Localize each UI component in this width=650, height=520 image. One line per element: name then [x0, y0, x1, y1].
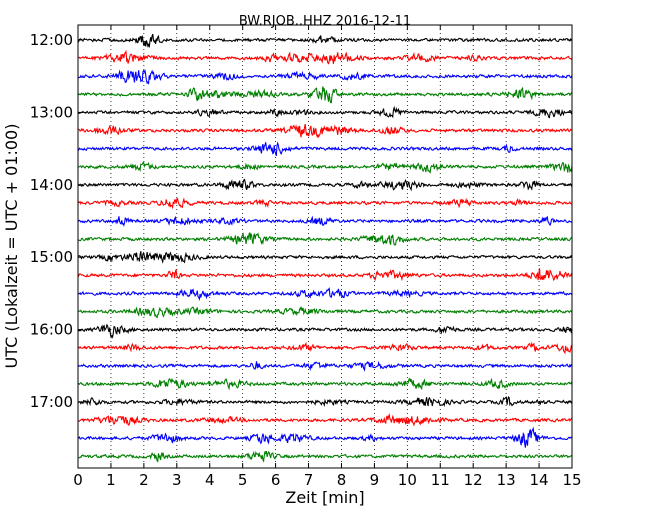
trace-line	[77, 450, 573, 463]
y-tick-label: 17:00	[30, 393, 73, 411]
trace-line	[77, 178, 573, 192]
trace-line	[77, 251, 573, 264]
trace-line	[77, 360, 573, 372]
x-tick-label: 11	[431, 471, 450, 489]
trace-line	[77, 197, 573, 210]
trace-line	[77, 123, 573, 139]
x-tick-label: 7	[304, 471, 314, 489]
x-tick-label: 5	[238, 471, 248, 489]
traces	[77, 33, 573, 463]
trace-line	[77, 69, 573, 85]
y-ticks: 12:00 13:00 14:00 15:00 16:00 17:00	[30, 31, 572, 411]
trace-line	[77, 323, 573, 339]
trace-line	[77, 33, 573, 48]
y-axis-label: UTC (Lokalzeit = UTC + 01:00)	[2, 124, 21, 369]
x-tick-label: 15	[562, 471, 581, 489]
trace-line	[77, 215, 573, 227]
x-tick-label: 1	[106, 471, 116, 489]
trace-line	[77, 268, 573, 282]
trace-line	[77, 160, 573, 174]
x-tick-label: 9	[370, 471, 380, 489]
x-tick-label: 6	[271, 471, 281, 489]
x-tick-label: 14	[530, 471, 549, 489]
x-tick-label: 10	[398, 471, 417, 489]
trace-line	[77, 306, 573, 319]
y-tick-label: 13:00	[30, 103, 73, 121]
x-tick-label: 12	[464, 471, 483, 489]
trace-line	[77, 413, 573, 427]
trace-line	[77, 287, 573, 301]
trace-line	[77, 395, 573, 407]
trace-line	[77, 86, 573, 104]
trace-line	[77, 426, 573, 448]
plot-frame	[77, 24, 573, 469]
x-tick-label: 13	[497, 471, 516, 489]
x-tick-label: 3	[172, 471, 182, 489]
chart-title: BW.RJOB..HHZ 2016-12-11	[239, 14, 411, 29]
trace-line	[77, 141, 573, 157]
x-tick-label: 2	[139, 471, 149, 489]
x-axis-label: Zeit [min]	[285, 488, 364, 507]
x-ticks: 0 1 2 3 4 5 6 7 8 9 10 11 12 13 14 15	[73, 25, 582, 489]
trace-line	[77, 377, 573, 391]
trace-line	[77, 49, 573, 65]
y-tick-label: 14:00	[30, 176, 73, 194]
y-tick-label: 15:00	[30, 248, 73, 266]
trace-line	[77, 341, 573, 355]
x-tick-label: 8	[337, 471, 347, 489]
x-tick-label: 0	[73, 471, 83, 489]
trace-line	[77, 105, 573, 119]
y-tick-label: 12:00	[30, 31, 73, 49]
x-tick-label: 4	[205, 471, 215, 489]
trace-line	[77, 232, 573, 246]
y-tick-label: 16:00	[30, 321, 73, 339]
